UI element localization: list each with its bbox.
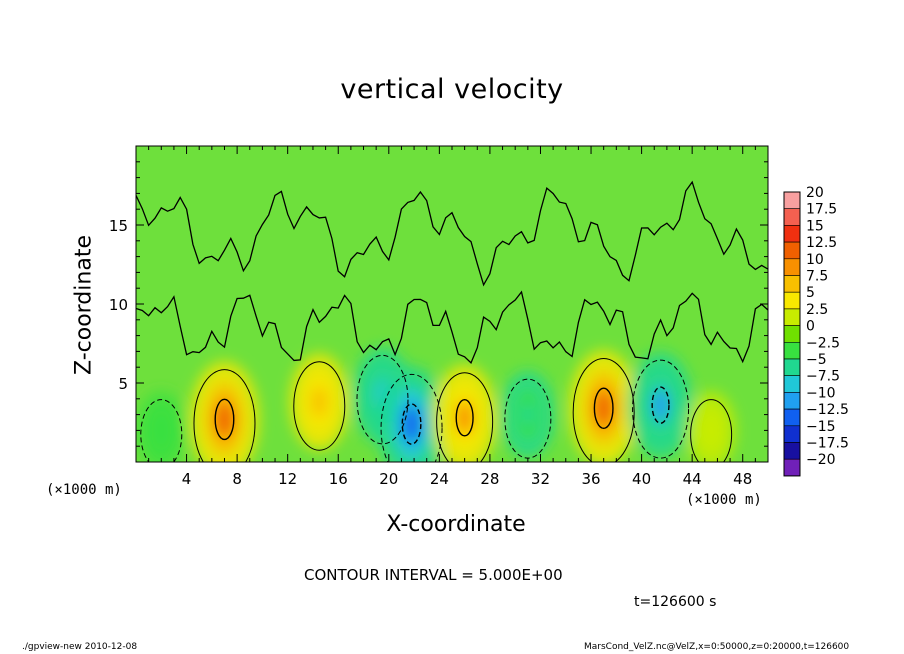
velocity-cells bbox=[136, 347, 736, 462]
velocity-cell-core bbox=[311, 386, 327, 418]
colorbar-level-label: −2.5 bbox=[806, 335, 840, 351]
x-tick-label: 12 bbox=[278, 470, 297, 488]
chart-title: vertical velocity bbox=[340, 74, 564, 105]
colorbar-swatch bbox=[783, 375, 801, 393]
velocity-cell-core bbox=[456, 400, 474, 435]
velocity-cell-core bbox=[215, 400, 234, 439]
velocity-cell-core bbox=[521, 401, 535, 428]
colorbar-level-label: −17.5 bbox=[806, 436, 849, 452]
colorbar-level-label: −12.5 bbox=[806, 402, 849, 418]
colorbar-frame bbox=[783, 191, 801, 477]
contour-line bbox=[293, 361, 346, 451]
colorbar-swatch bbox=[783, 208, 801, 226]
x-tick-label: 48 bbox=[733, 470, 752, 488]
colorbar-swatch bbox=[783, 191, 801, 210]
contour-line bbox=[140, 399, 183, 462]
zero-contour-line bbox=[136, 290, 768, 365]
contour-line bbox=[380, 373, 443, 462]
colorbar-level-label: −20 bbox=[806, 452, 836, 468]
contour-line bbox=[593, 387, 614, 430]
colorbar-level-label: 2.5 bbox=[806, 302, 828, 318]
x-tick-label: 28 bbox=[480, 470, 499, 488]
colorbar-level-label: 17.5 bbox=[806, 202, 837, 218]
x-axis: 4 8 12 16 20 24 28 32 36 40 44 48 bbox=[148, 146, 756, 488]
x-tick-label: 20 bbox=[379, 470, 398, 488]
contour-interval-note: CONTOUR INTERVAL = 5.000E+00 bbox=[304, 566, 563, 584]
colorbar-swatch bbox=[783, 392, 801, 410]
y-tick-label: 15 bbox=[109, 217, 128, 235]
colorbar-swatch bbox=[783, 225, 801, 243]
colorbar-swatch bbox=[783, 275, 801, 293]
colorbar-swatch bbox=[783, 308, 801, 326]
colorbar-level-label: −5 bbox=[806, 352, 827, 368]
colorbar-swatch bbox=[783, 258, 801, 276]
colorbar-swatch bbox=[783, 325, 801, 343]
colorbar-swatch bbox=[783, 425, 801, 443]
footer-right-text: MarsCond_VelZ.nc@VelZ,x=0:50000,z=0:2000… bbox=[584, 642, 850, 652]
x-tick-label: 44 bbox=[683, 470, 702, 488]
contour-line bbox=[356, 354, 409, 445]
colorbar-level-label: 5 bbox=[806, 285, 815, 301]
colorbar-level-label: −15 bbox=[806, 419, 836, 435]
zero-contour-line bbox=[136, 180, 768, 287]
velocity-cell-core bbox=[402, 404, 421, 444]
colorbar-level-label: 20 bbox=[806, 185, 824, 201]
contour-line bbox=[401, 403, 422, 445]
colorbar-level-label: −10 bbox=[806, 385, 836, 401]
x-tick-label: 24 bbox=[430, 470, 449, 488]
x-unit-label: (×1000 m) bbox=[686, 492, 762, 508]
x-tick-label: 16 bbox=[329, 470, 348, 488]
velocity-cell-core bbox=[705, 418, 717, 442]
contour-line bbox=[690, 399, 733, 462]
colorbar: 2017.51512.5107.552.50−2.5−5−7.5−10−12.5… bbox=[783, 185, 849, 477]
x-tick-label: 32 bbox=[531, 470, 550, 488]
colorbar-swatch bbox=[783, 442, 801, 460]
x-axis-label: X-coordinate bbox=[386, 512, 526, 537]
velocity-cell-core bbox=[594, 389, 613, 428]
velocity-cell-core bbox=[155, 418, 168, 442]
colorbar-swatch bbox=[783, 408, 801, 427]
x-tick-label: 40 bbox=[632, 470, 651, 488]
colorbar-level-label: −7.5 bbox=[806, 369, 840, 385]
footer-left-text: ./gpview-new 2010-12-08 bbox=[22, 642, 138, 652]
colorbar-swatch bbox=[783, 241, 801, 260]
contour-line bbox=[455, 399, 474, 437]
colorbar-level-label: 10 bbox=[806, 252, 824, 268]
colorbar-swatch bbox=[783, 291, 801, 310]
y-axis-label: Z-coordinate bbox=[71, 235, 97, 375]
x-tick-label: 36 bbox=[581, 470, 600, 488]
colorbar-swatch bbox=[783, 458, 801, 477]
colorbar-level-label: 0 bbox=[806, 319, 815, 335]
contour-line bbox=[572, 358, 635, 462]
y-unit-label: (×1000 m) bbox=[46, 482, 122, 498]
contour-line bbox=[214, 398, 235, 441]
colorbar-level-label: 7.5 bbox=[806, 269, 828, 285]
contour-line bbox=[193, 369, 256, 462]
x-tick-label: 8 bbox=[232, 470, 242, 488]
colorbar-level-label: 15 bbox=[806, 218, 824, 234]
y-tick-label: 5 bbox=[118, 375, 128, 393]
y-axis: 5 10 15 bbox=[109, 161, 768, 447]
contour-line bbox=[651, 386, 670, 424]
colorbar-swatch bbox=[783, 358, 801, 377]
colorbar-level-label: 12.5 bbox=[806, 235, 837, 251]
contour-line bbox=[436, 372, 494, 462]
velocity-cell-core bbox=[652, 387, 669, 423]
colorbar-swatch bbox=[783, 341, 801, 360]
contour-line bbox=[632, 359, 690, 459]
x-tick-label: 4 bbox=[182, 470, 192, 488]
contour-lines bbox=[136, 180, 768, 462]
time-annotation: t=126600 s bbox=[634, 594, 717, 610]
y-tick-label: 10 bbox=[109, 296, 128, 314]
